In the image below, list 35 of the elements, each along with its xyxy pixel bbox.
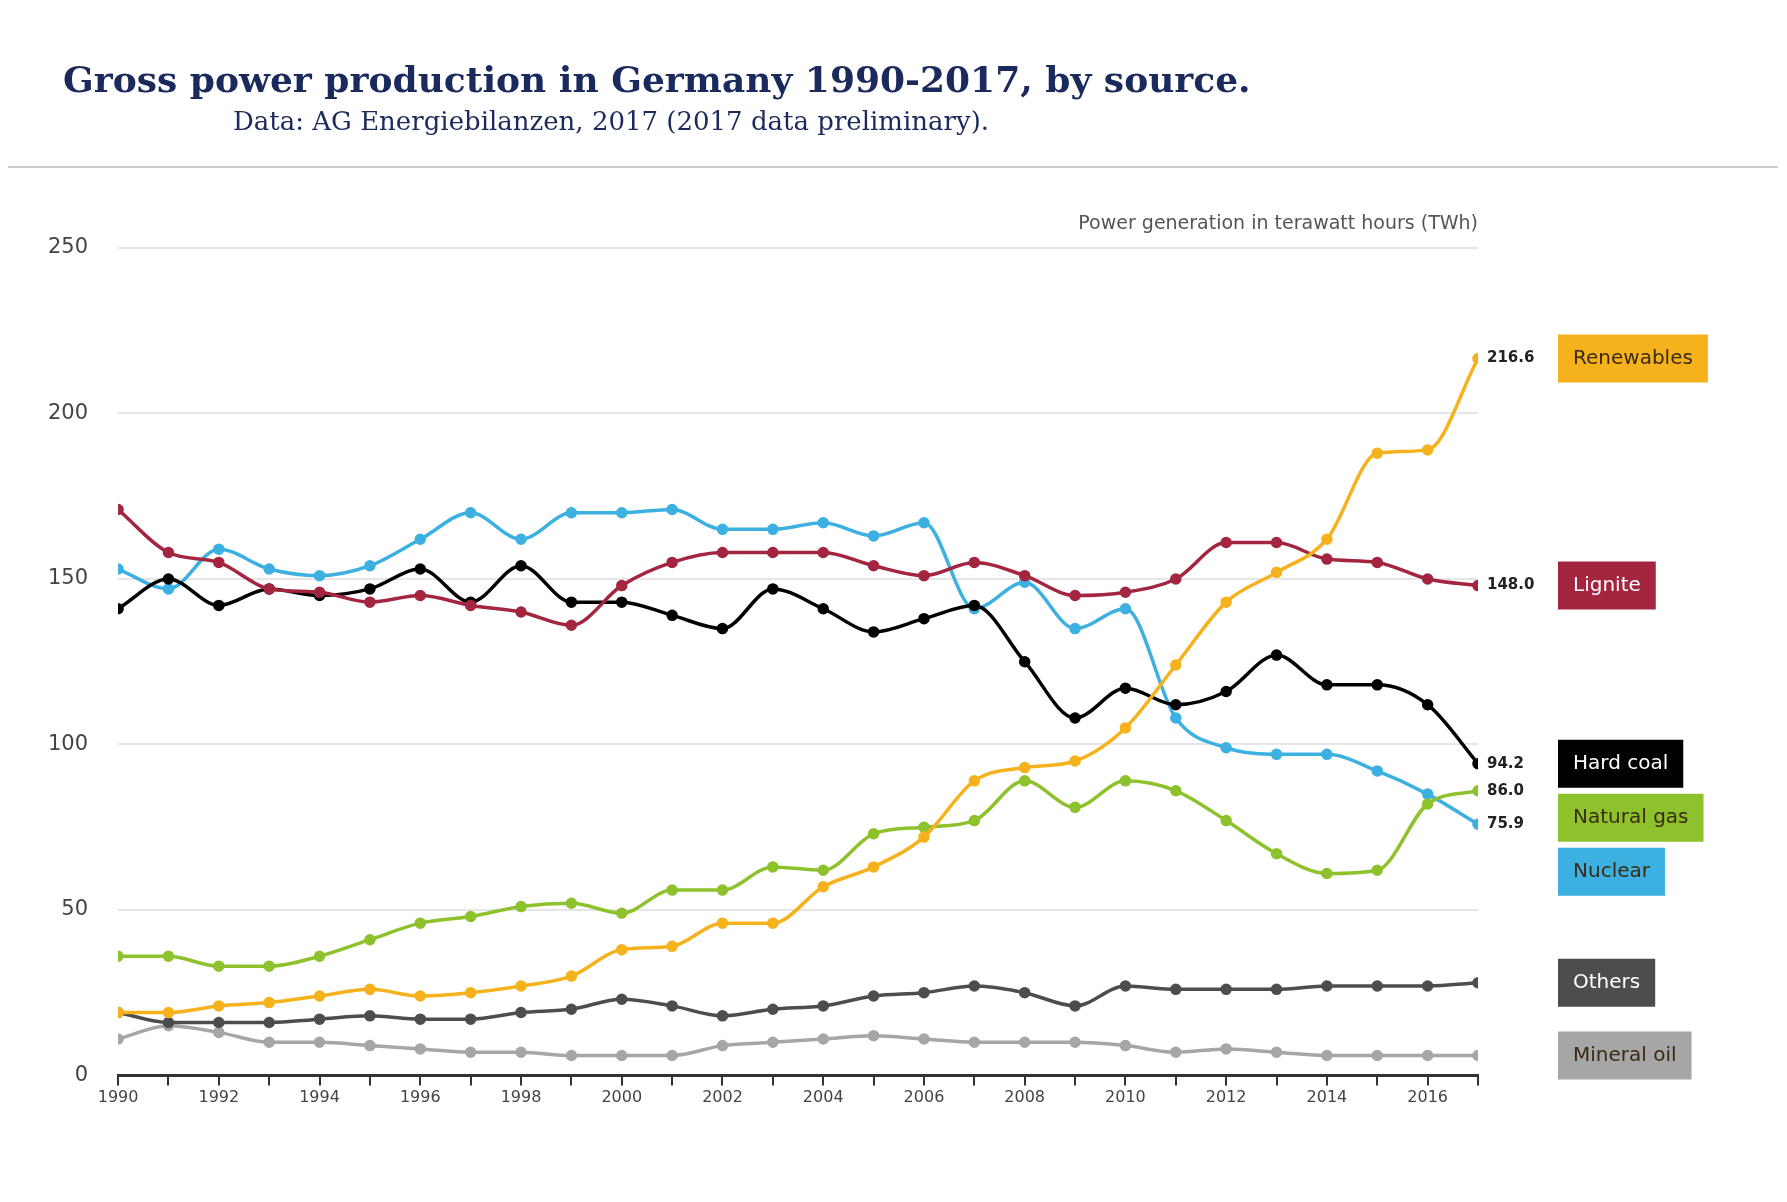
data-label: 216.6	[1487, 348, 1535, 367]
text: Renewables	[1573, 344, 1693, 369]
x-tick-label: 2008	[1004, 1087, 1046, 1107]
x-tick-label: 2016	[1407, 1087, 1448, 1107]
chart-subtitle: Data: AG Energiebilanzen, 2017 (2017 data preliminary).	[233, 106, 991, 136]
text: Others	[1573, 968, 1641, 993]
x-tick-label: 2010	[1105, 1087, 1146, 1107]
data-label: 94.2	[1487, 753, 1525, 772]
y-tick-label: 0	[74, 1061, 89, 1086]
chart-title: Gross power production in Germany 1990-2017, by source.	[63, 58, 1252, 100]
x-tick-label: 2000	[601, 1087, 643, 1107]
x-tick-label: 1990	[97, 1087, 139, 1107]
data-label: 75.9	[1487, 814, 1525, 833]
x-tick-label: 2012	[1205, 1087, 1247, 1107]
text: Hard coal	[1573, 749, 1669, 774]
data-label: 86.0	[1487, 780, 1525, 799]
y-tick-label: 250	[47, 234, 89, 259]
x-tick-label: 2004	[802, 1087, 844, 1107]
y-tick-label: 150	[47, 565, 89, 590]
x-tick-label: 1998	[500, 1087, 542, 1107]
text: Nuclear	[1573, 857, 1651, 882]
x-tick-label: 1992	[198, 1087, 240, 1107]
x-tick-label: 1996	[399, 1087, 441, 1107]
text: Lignite	[1573, 571, 1641, 596]
data-label: 148.0	[1487, 575, 1535, 594]
text: Mineral oil	[1573, 1041, 1677, 1066]
x-tick-label: 2014	[1306, 1087, 1348, 1107]
x-tick-label: 2006	[903, 1087, 945, 1107]
y-axis-title: Power generation in terawatt hours (TWh)	[1078, 211, 1478, 234]
y-tick-label: 200	[47, 399, 89, 424]
x-tick-label: 2002	[702, 1087, 743, 1107]
text: Natural gas	[1573, 803, 1689, 828]
y-tick-label: 100	[47, 730, 89, 755]
y-tick-label: 50	[61, 896, 89, 921]
x-tick-label: 1994	[299, 1087, 340, 1107]
